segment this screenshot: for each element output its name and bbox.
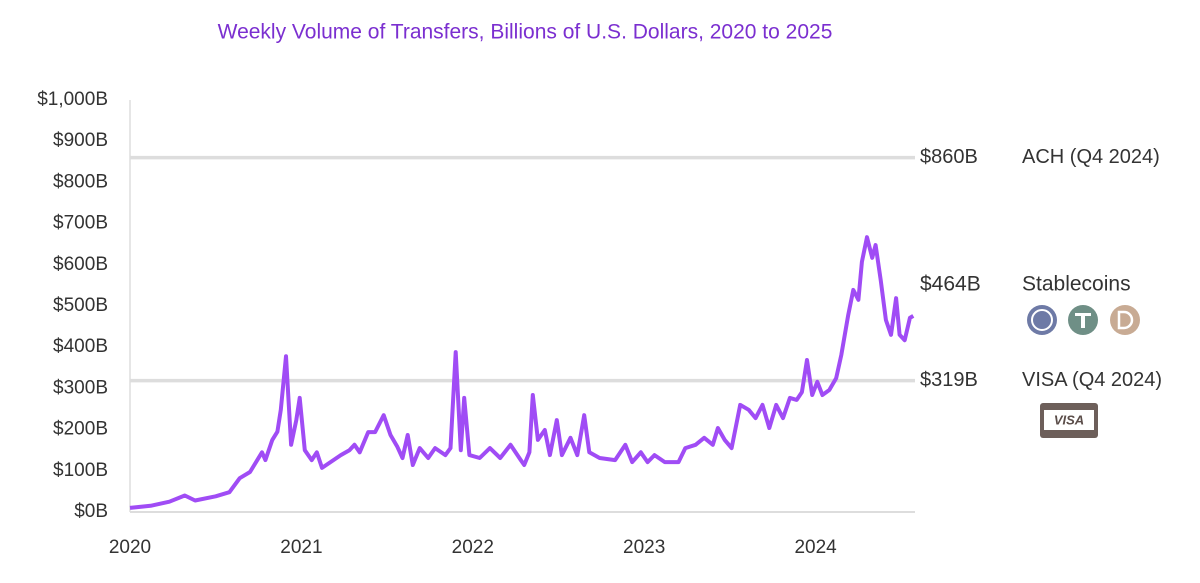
x-tick-label: 2021 <box>280 537 322 558</box>
y-tick-label: $700B <box>53 213 108 234</box>
reference-name: ACH (Q4 2024) <box>1022 146 1160 168</box>
y-tick-label: $600B <box>53 254 108 275</box>
y-tick-label: $900B <box>53 130 108 151</box>
visa-card <box>1040 403 1098 438</box>
y-tick-label: $400B <box>53 336 108 357</box>
x-tick-label: 2020 <box>109 537 151 558</box>
series-line <box>129 235 915 510</box>
y-tick-label: $500B <box>53 295 108 316</box>
reference-value: $319B <box>920 369 978 391</box>
x-tick-label: 2022 <box>452 537 494 558</box>
x-tick-label: 2024 <box>794 537 837 558</box>
y-tick-label: $800B <box>53 171 108 192</box>
y-tick-label: $0B <box>74 501 108 522</box>
card-label: VISA <box>1054 412 1084 427</box>
y-tick-label: $1,000B <box>37 89 108 110</box>
y-tick-label: $300B <box>53 377 108 398</box>
y-tick-label: $200B <box>53 419 108 440</box>
series-label: Stablecoins <box>1022 273 1131 296</box>
latest-label: $464B <box>920 273 981 296</box>
coin-icons <box>1027 305 1140 335</box>
reference-name: VISA (Q4 2024) <box>1022 369 1162 391</box>
x-tick-label: 2023 <box>623 537 665 558</box>
y-tick-label: $100B <box>53 460 108 481</box>
chart-title: Weekly Volume of Transfers, Billions of … <box>218 21 833 44</box>
reference-value: $860B <box>920 146 978 168</box>
